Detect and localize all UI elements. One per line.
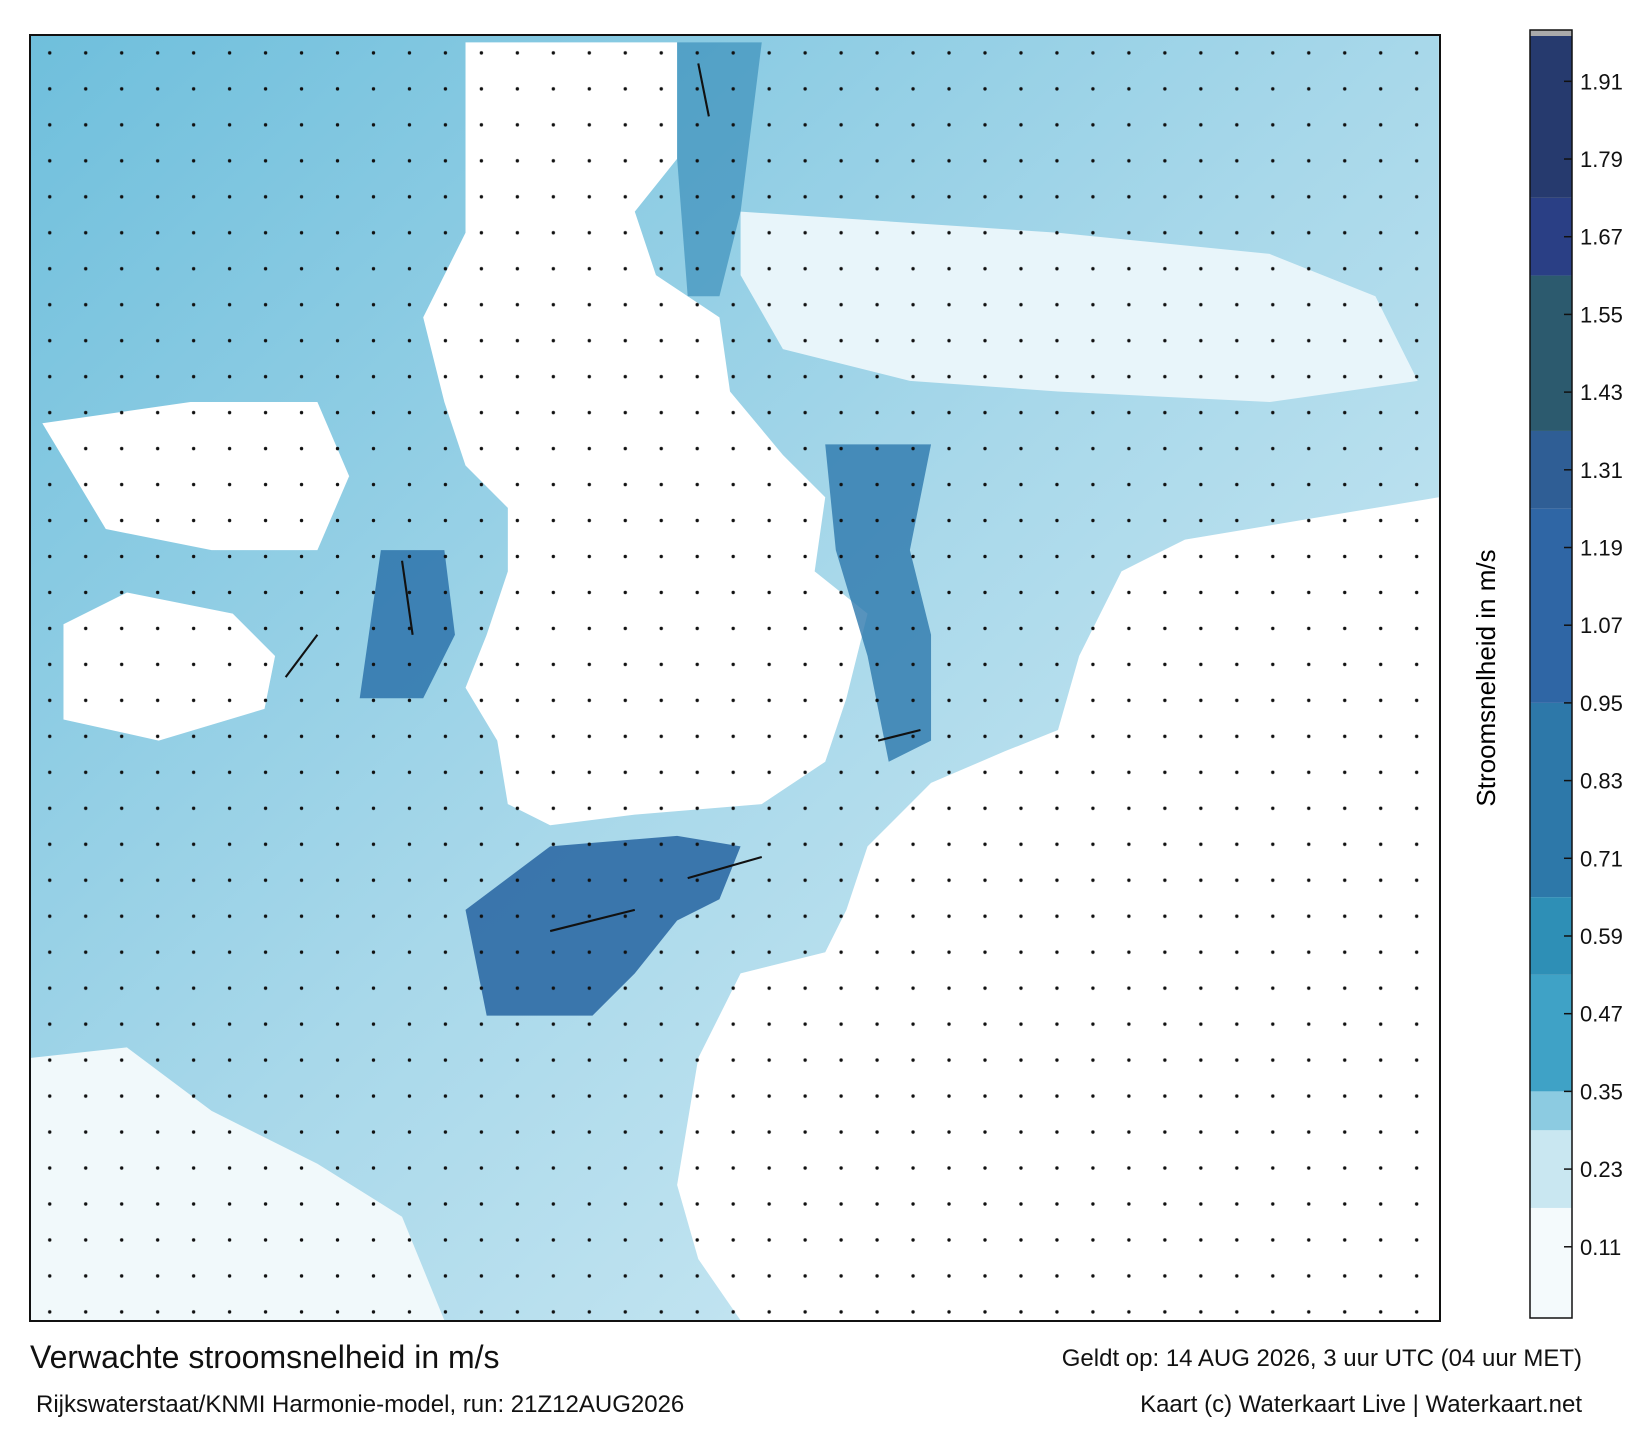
colorbar-tick-label: 1.91 (1580, 69, 1623, 94)
colorbar-tick-label: 0.35 (1580, 1079, 1623, 1104)
dot-grid (30, 35, 1439, 1321)
colorbar: 0.11 0.23 0.35 0.47 0.59 0.71 0.83 0.95 1.07 1.19… (1529, 29, 1623, 1319)
colorbar-cap (1530, 30, 1572, 36)
valid-time: Geldt op: 14 AUG 2026, 3 uur UTC (04 uur… (1062, 1345, 1582, 1372)
colorbar-tick-label: 1.67 (1580, 225, 1623, 250)
colorbar-tick-label: 0.59 (1580, 924, 1623, 949)
colorbar-tick-label: 1.43 (1580, 380, 1623, 405)
colorbar-band (1530, 508, 1572, 703)
colorbar-tick-label: 1.31 (1580, 458, 1623, 483)
colorbar-band (1530, 36, 1572, 198)
colorbar-tick-label: 0.47 (1580, 1002, 1623, 1027)
colorbar-tick-label: 1.07 (1580, 613, 1623, 638)
colorbar-band (1530, 974, 1572, 1092)
colorbar-tick-label: 0.95 (1580, 691, 1623, 716)
colorbar-frame (1529, 29, 1573, 1319)
colorbar-band (1530, 1091, 1572, 1131)
colorbar-tick-label: 1.79 (1580, 147, 1623, 172)
colorbar-tick-label: 0.23 (1580, 1157, 1623, 1182)
map (30, 35, 1439, 1321)
colorbar-tick-label: 1.19 (1580, 536, 1623, 561)
colorbar-band (1530, 275, 1572, 431)
credit: Kaart (c) Waterkaart Live | Waterkaart.n… (1140, 1391, 1582, 1418)
source: Rijkswaterstaat/KNMI Harmonie-model, run… (36, 1391, 684, 1418)
map-frame (29, 34, 1441, 1322)
colorbar-label: Stroomsnelheid in m/s (1471, 549, 1501, 806)
colorbar-band (1530, 1207, 1572, 1318)
colorbar-tick-label: 1.55 (1580, 302, 1623, 327)
colorbar-tick-label: 0.71 (1580, 846, 1623, 871)
colorbar-tick-label: 0.83 (1580, 769, 1623, 794)
colorbar-band (1530, 702, 1572, 898)
colorbar-tick-label: 0.11 (1580, 1235, 1621, 1260)
title: Verwachte stroomsnelheid in m/s (30, 1339, 500, 1375)
